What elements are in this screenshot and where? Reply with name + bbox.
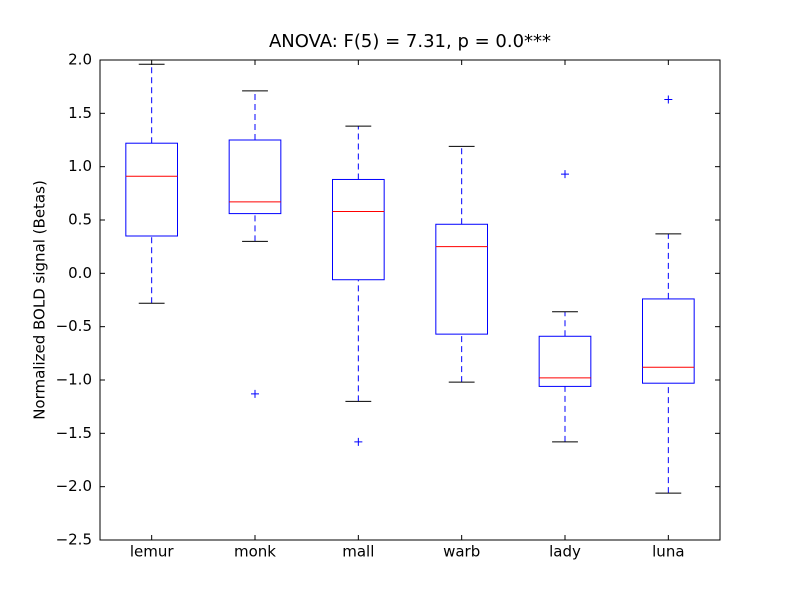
chart-title: ANOVA: F(5) = 7.31, p = 0.0***	[269, 31, 551, 52]
box	[642, 298, 695, 384]
box	[435, 223, 489, 335]
y-axis-label: Normalized BOLD signal (Betas)	[31, 180, 49, 420]
y-tick-label: 1.0	[68, 157, 92, 175]
x-tick-label: warb	[443, 543, 480, 561]
y-tick-label: 0.5	[68, 211, 92, 229]
y-tick-label: 1.5	[68, 104, 92, 122]
plot-frame	[99, 59, 721, 541]
y-tick-label: −1.0	[56, 371, 92, 389]
y-tick-label: −2.5	[56, 531, 92, 549]
box	[125, 142, 179, 237]
x-tick-label: luna	[652, 543, 684, 561]
x-tick-label: mall	[342, 543, 374, 561]
y-tick-label: 0.0	[68, 264, 92, 282]
x-tick-label: lemur	[130, 543, 175, 561]
y-tick-label: −2.0	[56, 477, 92, 495]
box	[228, 139, 282, 215]
flier	[561, 170, 569, 179]
box	[538, 335, 592, 387]
flier	[251, 389, 259, 398]
flier	[354, 437, 363, 446]
flier	[664, 95, 673, 104]
x-tick-label: monk	[234, 543, 276, 561]
y-tick-label: 2.0	[68, 51, 92, 69]
x-tick-label: lady	[549, 543, 581, 561]
y-tick-label: −0.5	[56, 317, 92, 335]
y-tick-label: −1.5	[56, 424, 92, 442]
box	[332, 178, 385, 281]
